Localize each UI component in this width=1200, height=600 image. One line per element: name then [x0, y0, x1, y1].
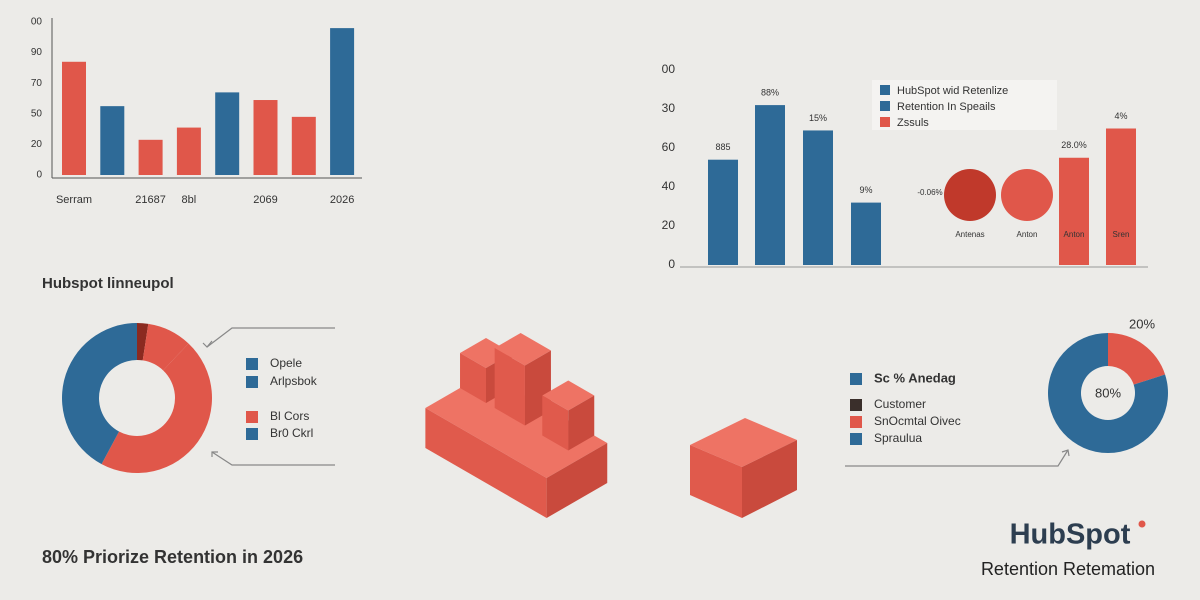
legend-label: Arlpsbok [270, 374, 318, 388]
value-label: 80% [1095, 385, 1121, 400]
bar [62, 61, 86, 175]
bar [1106, 128, 1136, 265]
brand-mark [1138, 520, 1146, 528]
circle-marker [944, 169, 996, 221]
bar [803, 130, 833, 265]
donut-segment [137, 323, 149, 361]
value-label: 885 [715, 142, 730, 152]
block-structure [425, 333, 608, 518]
y-tick-label: 30 [662, 101, 676, 115]
legend-swatch [246, 428, 258, 440]
legend-label: Sc % Anedag [874, 370, 956, 385]
block-face [542, 395, 569, 451]
circle-marker [1001, 169, 1053, 221]
legend-label: SnOcmtal Oivec [874, 414, 961, 428]
bar [100, 106, 125, 175]
y-tick-label: 00 [31, 17, 43, 28]
legend-label: Spraulua [874, 431, 922, 445]
y-tick-label: 20 [662, 218, 676, 232]
legend-swatch [246, 376, 258, 388]
block-face [494, 333, 551, 366]
x-tick-label: 2069 [253, 194, 277, 206]
legend-label: Retention In Speails [897, 101, 996, 113]
y-tick-label: 60 [662, 140, 676, 154]
legend-label: Customer [874, 397, 926, 411]
section-title: Hubspot linneupol [42, 275, 174, 292]
y-tick-label: 70 [31, 78, 43, 89]
bar [1059, 157, 1089, 265]
bar [253, 100, 278, 175]
bar [755, 105, 785, 265]
donut-segment [1108, 333, 1166, 385]
y-tick-label: 00 [662, 62, 676, 76]
donut-segment [101, 343, 212, 473]
y-tick-label: 0 [36, 170, 42, 181]
bar [851, 202, 881, 265]
y-tick-label: 50 [31, 108, 43, 119]
legend-swatch [880, 101, 890, 111]
arrow [202, 327, 1070, 467]
legend-box [872, 80, 1057, 130]
donut-segment [142, 323, 189, 371]
legend-swatch [246, 411, 258, 423]
annotation: Sren [1113, 230, 1130, 239]
block-face [546, 443, 608, 518]
y-tick-label: 40 [662, 179, 676, 193]
brand-tagline: Retention Retemation [981, 559, 1155, 579]
legend-swatch [880, 117, 890, 127]
legend-label: Br0 Ckrl [270, 426, 313, 440]
annotation: Antenas [955, 230, 984, 239]
legend-swatch [850, 399, 862, 411]
block-face [425, 408, 547, 518]
legend-swatch [246, 358, 258, 370]
legend-label: Opele [270, 356, 302, 370]
annotation: Anton [1064, 230, 1085, 239]
block-face [460, 353, 486, 403]
value-label: 15% [809, 113, 827, 123]
value-label: 20% [1129, 316, 1155, 331]
value-label: 28.0% [1061, 140, 1087, 150]
bar [215, 92, 240, 175]
x-tick-label: Serram [56, 194, 92, 206]
x-tick-label: 8bl [182, 194, 197, 206]
bar [176, 127, 201, 175]
legend-label: Bl Cors [270, 409, 309, 423]
bar [708, 159, 738, 265]
block-face [425, 373, 608, 478]
y-tick-label: 20 [31, 139, 43, 150]
annotation: Anton [1017, 230, 1038, 239]
value-label: 4% [1114, 111, 1127, 121]
cube [690, 418, 797, 518]
block-face [494, 348, 525, 426]
y-tick-label: 90 [31, 47, 43, 58]
annotation: -0.06% [917, 188, 942, 197]
headline: 80% Priorize Retention in 2026 [42, 547, 303, 567]
bar [138, 139, 163, 175]
x-tick-label: 2026 [330, 194, 354, 206]
bar [291, 116, 316, 175]
legend-label: Zssuls [897, 117, 929, 129]
value-label: 9% [859, 185, 872, 195]
x-tick-label: 21687 [135, 194, 166, 206]
legend-swatch [850, 433, 862, 445]
donut-segment [62, 323, 137, 465]
brand-name: HubSpot [1010, 519, 1131, 551]
legend-swatch [850, 416, 862, 428]
block-face [568, 395, 595, 451]
y-tick-label: 0 [668, 257, 675, 271]
donut-segment [1048, 333, 1168, 453]
legend-swatch [880, 85, 890, 95]
legend-swatch [850, 373, 862, 385]
value-label: 88% [761, 87, 779, 97]
bar [330, 28, 355, 176]
legend-label: HubSpot wid Retenlize [897, 85, 1008, 97]
